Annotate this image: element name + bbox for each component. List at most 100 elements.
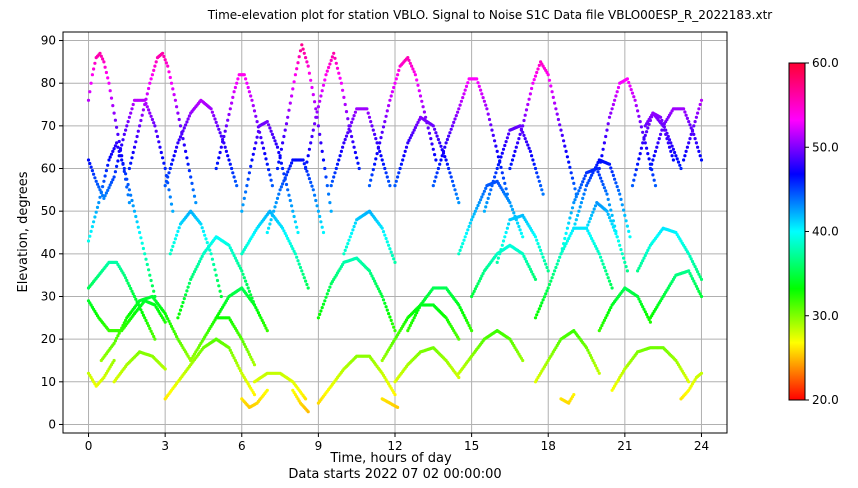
data-point bbox=[433, 127, 437, 131]
data-point bbox=[517, 224, 521, 229]
data-point bbox=[314, 198, 318, 203]
data-point bbox=[678, 163, 682, 167]
data-point bbox=[117, 331, 121, 335]
data-point bbox=[149, 114, 153, 118]
data-point bbox=[227, 243, 231, 247]
data-point bbox=[472, 289, 476, 293]
data-point bbox=[127, 115, 131, 119]
data-point bbox=[634, 104, 638, 108]
data-point bbox=[563, 236, 567, 241]
data-point bbox=[643, 141, 647, 145]
data-point bbox=[507, 222, 511, 226]
data-point bbox=[645, 251, 649, 255]
data-point bbox=[370, 124, 374, 128]
data-point bbox=[519, 128, 524, 132]
data-point bbox=[334, 166, 338, 171]
data-point bbox=[684, 113, 688, 117]
data-point bbox=[384, 171, 388, 175]
data-point bbox=[242, 73, 246, 77]
data-point bbox=[241, 203, 245, 207]
data-point bbox=[542, 259, 547, 263]
data-point bbox=[669, 141, 673, 145]
data-point bbox=[187, 114, 191, 118]
data-point bbox=[646, 152, 650, 156]
data-point bbox=[619, 197, 623, 201]
data-point bbox=[242, 276, 246, 280]
data-point bbox=[217, 284, 221, 288]
data-point bbox=[541, 255, 545, 259]
data-point bbox=[642, 256, 646, 260]
data-point bbox=[217, 156, 221, 160]
data-point bbox=[108, 183, 112, 187]
data-point bbox=[481, 96, 485, 100]
data-point bbox=[694, 284, 699, 288]
data-point bbox=[143, 316, 147, 320]
data-point bbox=[486, 112, 490, 116]
data-point bbox=[309, 141, 313, 145]
data-point bbox=[596, 249, 600, 253]
data-point bbox=[412, 316, 416, 320]
data-point bbox=[479, 88, 483, 92]
data-point bbox=[527, 265, 531, 269]
data-point bbox=[462, 92, 466, 96]
data-point bbox=[252, 303, 257, 307]
data-point bbox=[92, 67, 96, 71]
data-point bbox=[383, 166, 387, 171]
data-point bbox=[252, 109, 257, 113]
data-point bbox=[613, 98, 617, 102]
data-point bbox=[593, 204, 598, 208]
data-point bbox=[383, 120, 387, 124]
data-point bbox=[297, 262, 301, 266]
data-point bbox=[533, 166, 538, 171]
data-point bbox=[316, 209, 320, 213]
data-point bbox=[269, 218, 273, 222]
data-point bbox=[327, 288, 331, 293]
data-point bbox=[92, 172, 96, 176]
data-point bbox=[662, 125, 667, 129]
data-point bbox=[390, 253, 394, 258]
data-point bbox=[637, 114, 641, 118]
data-point bbox=[145, 92, 149, 96]
data-point bbox=[616, 239, 621, 243]
data-point bbox=[601, 147, 605, 151]
data-point bbox=[523, 257, 527, 261]
data-point bbox=[416, 120, 420, 124]
data-point bbox=[385, 308, 389, 312]
data-point bbox=[636, 109, 640, 113]
data-point bbox=[576, 213, 580, 217]
data-point bbox=[259, 136, 263, 140]
data-point bbox=[89, 165, 93, 169]
data-point bbox=[365, 107, 369, 111]
data-point bbox=[199, 222, 203, 226]
data-point bbox=[396, 73, 400, 77]
data-point bbox=[348, 235, 352, 239]
data-point bbox=[122, 273, 126, 277]
data-point bbox=[416, 83, 420, 87]
data-point bbox=[513, 149, 517, 153]
data-point bbox=[599, 176, 603, 180]
data-point bbox=[389, 250, 393, 254]
data-point bbox=[578, 186, 582, 190]
data-point bbox=[698, 154, 702, 158]
data-point bbox=[244, 279, 248, 283]
data-point bbox=[559, 252, 563, 256]
data-point bbox=[277, 150, 281, 155]
data-point bbox=[532, 78, 536, 82]
data-point bbox=[493, 139, 497, 143]
data-point bbox=[682, 158, 686, 162]
data-point bbox=[597, 371, 601, 375]
data-point bbox=[118, 329, 123, 333]
data-point bbox=[641, 259, 645, 263]
data-point bbox=[219, 145, 223, 149]
data-point bbox=[375, 141, 379, 145]
data-point bbox=[393, 184, 397, 188]
data-point bbox=[252, 393, 257, 397]
data-point bbox=[98, 195, 102, 199]
data-point bbox=[293, 73, 297, 77]
data-point bbox=[180, 132, 184, 136]
data-point bbox=[373, 162, 377, 166]
data-point bbox=[597, 329, 601, 333]
data-point bbox=[531, 81, 535, 85]
data-point bbox=[385, 240, 389, 244]
